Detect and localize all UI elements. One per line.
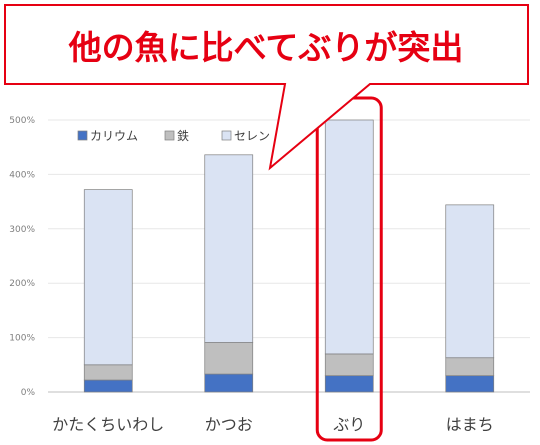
y-tick-label: 200% [9,279,35,289]
legend-swatch [221,130,232,141]
callout-text: 他の魚に比べてぶりが突出 [68,28,464,67]
bar-segment [445,357,495,377]
bar-segment [445,375,495,393]
bar-segment [204,154,254,343]
bar-segment [83,189,133,366]
y-tick-label: 0% [21,388,36,398]
callout-shape [4,4,529,171]
y-tick-label: 500% [9,116,35,126]
legend-swatch [77,130,88,141]
legend: カリウム 鉄 セレン [77,128,270,143]
category-label: かたくちいわし [52,415,164,434]
bar-segment [204,373,254,393]
bar-segment [324,353,374,377]
category-labels: かたくちいわし かつお ぶり はまち [52,415,494,434]
legend-swatch [164,130,175,141]
y-axis-tick-labels: 0% 100% 200% 300% 400% 500% [9,116,35,398]
bar-segment [324,375,374,393]
bar-segment [324,119,374,355]
callout: 他の魚に比べてぶりが突出 [4,4,529,171]
y-tick-label: 300% [9,225,35,235]
bar-segment [83,364,133,381]
category-label: はまち [446,415,494,434]
bars [83,119,495,393]
legend-label: カリウム [90,129,138,143]
y-tick-label: 400% [9,170,35,180]
legend-label: 鉄 [177,128,189,143]
bar-segment [204,342,254,375]
bar-segment [83,379,133,393]
y-tick-label: 100% [9,334,35,344]
category-label: ぶり [333,415,365,434]
category-label: かつお [205,415,253,434]
legend-label: セレン [234,129,270,143]
bar-segment [445,204,495,359]
